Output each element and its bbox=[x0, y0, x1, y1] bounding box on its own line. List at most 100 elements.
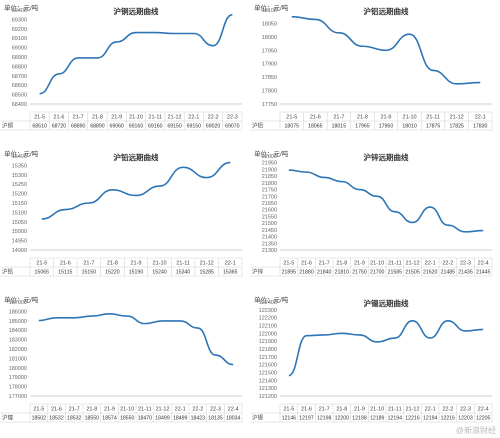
category-label: 21-8 bbox=[107, 261, 118, 267]
y-tick-label: 121700 bbox=[259, 355, 277, 361]
data-value-label: 18015 bbox=[332, 124, 347, 130]
category-label: 21-12 bbox=[200, 261, 214, 267]
data-value-label: 17950 bbox=[379, 124, 394, 130]
y-tick-label: 18050 bbox=[262, 21, 277, 27]
category-label: 21-11 bbox=[148, 115, 162, 121]
category-label: 22-3 bbox=[227, 115, 238, 121]
data-value-label: 15220 bbox=[105, 270, 120, 276]
y-tick-label: 121800 bbox=[259, 347, 277, 353]
y-tick-label: 15000 bbox=[12, 229, 27, 235]
y-tick-label: 69100 bbox=[12, 36, 27, 42]
table-row-label: 沪铜 bbox=[2, 122, 14, 130]
data-value-label: 12203 bbox=[458, 416, 473, 422]
chart-svg: 单位：元/吨 沪锌远期曲线2130021350214002145021500215… bbox=[250, 149, 493, 277]
y-tick-label: 22000 bbox=[262, 154, 277, 160]
data-value-label: 12216 bbox=[441, 416, 456, 422]
y-tick-label: 69000 bbox=[12, 46, 27, 52]
y-tick-label: 121200 bbox=[259, 394, 277, 400]
category-label: 21-7 bbox=[73, 115, 84, 121]
data-value-label: 69020 bbox=[206, 124, 221, 130]
watermark: @新浪财经 bbox=[455, 426, 496, 435]
table-row-label: 沪铝 bbox=[252, 122, 264, 130]
y-tick-label: 21350 bbox=[262, 241, 277, 247]
category-label: 22-1 bbox=[475, 115, 486, 121]
data-value-label: 17825 bbox=[449, 124, 464, 130]
chart-title: 沪铜远期曲线 bbox=[114, 6, 159, 16]
category-label: 21-11 bbox=[388, 261, 402, 267]
y-tick-label: 68400 bbox=[12, 102, 27, 108]
series-line bbox=[288, 319, 484, 377]
data-value-label: 12189 bbox=[370, 416, 385, 422]
y-tick-label: 21900 bbox=[262, 167, 277, 173]
y-tick-label: 122100 bbox=[259, 324, 277, 330]
category-label: 21-9 bbox=[354, 407, 365, 413]
category-label: 21-5 bbox=[33, 407, 44, 413]
y-tick-label: 15250 bbox=[12, 182, 27, 188]
category-label: 21-9 bbox=[380, 115, 391, 121]
category-label: 21-5 bbox=[36, 261, 47, 267]
y-tick-label: 21400 bbox=[262, 235, 277, 241]
data-value-label: 18423 bbox=[191, 416, 206, 422]
y-tick-label: 178000 bbox=[9, 385, 27, 391]
data-value-label: 68510 bbox=[32, 124, 47, 130]
category-label: 21-6 bbox=[310, 115, 321, 121]
y-tick-label: 21800 bbox=[262, 181, 277, 187]
category-label: 21-7 bbox=[319, 407, 330, 413]
y-tick-label: 122300 bbox=[259, 308, 277, 314]
category-label: 21-9 bbox=[354, 261, 365, 267]
category-label: 21-6 bbox=[301, 407, 312, 413]
data-value-label: 12146 bbox=[282, 416, 297, 422]
data-value-label: 12197 bbox=[299, 416, 314, 422]
category-label: 21-9 bbox=[111, 115, 122, 121]
category-label: 22-1 bbox=[225, 261, 236, 267]
unit-label: 单位：元/吨 bbox=[254, 295, 289, 304]
data-value-label: 12200 bbox=[335, 416, 350, 422]
y-tick-label: 68600 bbox=[12, 83, 27, 89]
data-value-label: 18470 bbox=[138, 416, 153, 422]
y-tick-label: 121500 bbox=[259, 371, 277, 377]
y-tick-label: 21750 bbox=[262, 188, 277, 194]
y-tick-label: 69400 bbox=[12, 8, 27, 14]
data-value-label: 69060 bbox=[110, 124, 125, 130]
category-label: 21-10 bbox=[370, 261, 384, 267]
data-value-label: 18499 bbox=[173, 416, 188, 422]
category-label: 21-5 bbox=[283, 407, 294, 413]
chart-title: 沪铝远期曲线 bbox=[364, 6, 409, 16]
y-tick-label: 121600 bbox=[259, 363, 277, 369]
chart-svg: 单位：元/吨 沪铜远期曲线 68400 68500 68600 68700 68800 689… bbox=[0, 3, 243, 131]
data-value-label: 18034 bbox=[226, 416, 241, 422]
unit-label: 单位：元/吨 bbox=[254, 3, 289, 12]
data-value-label: 68720 bbox=[52, 124, 67, 130]
chart-svg: 单位：元/吨 沪铝远期曲线 17750 17800 17850 17900 17950 180… bbox=[250, 3, 493, 131]
data-value-label: 18135 bbox=[208, 416, 223, 422]
data-value-label: 21895 bbox=[282, 270, 297, 276]
data-value-label: 15065 bbox=[35, 270, 50, 276]
y-tick-label: 17800 bbox=[262, 89, 277, 95]
category-label: 22-1 bbox=[425, 261, 436, 267]
category-label: 21-7 bbox=[333, 115, 344, 121]
category-label: 22-1 bbox=[188, 115, 199, 121]
data-value-label: 15340 bbox=[176, 270, 191, 276]
category-label: 22-3 bbox=[460, 407, 471, 413]
data-value-label: 18574 bbox=[102, 416, 117, 422]
category-label: 21-12 bbox=[168, 115, 182, 121]
data-value-label: 69150 bbox=[187, 124, 202, 130]
y-tick-label: 21950 bbox=[262, 161, 277, 167]
category-label: 21-8 bbox=[357, 115, 368, 121]
y-tick-label: 17750 bbox=[262, 102, 277, 108]
category-label: 21-6 bbox=[51, 407, 62, 413]
chart-title: 沪锌远期曲线 bbox=[364, 152, 409, 162]
data-value-label: 21840 bbox=[317, 270, 332, 276]
chart-panel: 单位：元/吨 沪铅远期曲线 14900 14950 15000 15050 15100 151… bbox=[0, 146, 250, 292]
data-value-label: 21810 bbox=[335, 270, 350, 276]
y-tick-label: 15400 bbox=[12, 154, 27, 160]
data-value-label: 21585 bbox=[388, 270, 403, 276]
category-label: 21-8 bbox=[336, 407, 347, 413]
y-tick-label: 21300 bbox=[262, 248, 277, 254]
category-label: 21-7 bbox=[319, 261, 330, 267]
category-label: 21-6 bbox=[60, 261, 71, 267]
chart-panel: 单位：元/吨 沪锌远期曲线 21300 21350 21400 21450 21500 215… bbox=[250, 146, 500, 292]
category-label: 22-2 bbox=[208, 115, 219, 121]
chart-title: 沪锡远期曲线 bbox=[364, 298, 409, 308]
data-value-label: 21620 bbox=[423, 270, 438, 276]
